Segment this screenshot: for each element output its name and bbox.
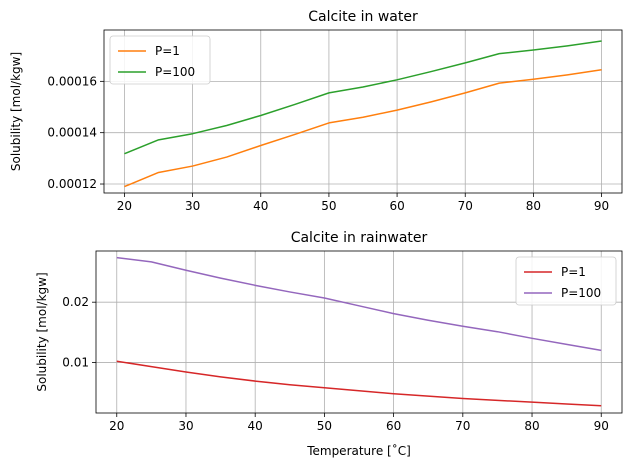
x-tick-label: 20 <box>117 199 132 213</box>
legend: P=1 P=100 <box>109 35 211 85</box>
x-tick-label: 60 <box>386 419 401 433</box>
x-tick-label: 80 <box>524 419 539 433</box>
chart-calcite-in-rainwater: 20 30 40 50 60 70 80 90 0.01 0.02 Calcite in rainw… <box>35 230 623 458</box>
plot-frame <box>103 29 623 194</box>
x-tick-label: 90 <box>594 199 609 213</box>
legend-label: P=1 <box>155 44 180 58</box>
legend: P=1 P=100 <box>515 256 617 306</box>
x-tick-label: 40 <box>248 419 263 433</box>
legend-label: P=100 <box>561 286 601 300</box>
series-line-p100 <box>116 256 602 352</box>
legend-label: P=100 <box>155 65 195 79</box>
chart-title: Calcite in water <box>308 9 418 25</box>
x-tick-label: 80 <box>526 199 541 213</box>
x-tick-label: 60 <box>389 199 404 213</box>
x-tick-label: 70 <box>455 419 470 433</box>
y-tick-label: 0.00012 <box>47 177 97 191</box>
x-tick-label: 90 <box>594 419 609 433</box>
x-tick-label: 70 <box>458 199 473 213</box>
x-tick-label: 50 <box>317 419 332 433</box>
x-axis-label: Temperature [˚C] <box>306 443 411 458</box>
chart-calcite-in-water: 20 30 40 50 60 70 80 90 0.00012 0.00014 0.00016 Cal… <box>9 9 623 213</box>
x-tick-label: 20 <box>109 419 124 433</box>
y-tick-label: 0.00016 <box>47 74 97 88</box>
x-tick-label: 40 <box>253 199 268 213</box>
y-axis-label: Solubility [mol/kgw] <box>35 272 49 391</box>
y-tick-label: 0.00014 <box>47 126 97 140</box>
x-tick-label: 30 <box>185 199 200 213</box>
x-tick-label: 30 <box>178 419 193 433</box>
series-line-p1 <box>124 69 602 188</box>
y-axis-label: Solubility [mol/kgw] <box>9 52 23 171</box>
y-tick-label: 0.01 <box>62 355 89 369</box>
series-line-p100 <box>124 40 602 155</box>
chart-title: Calcite in rainwater <box>291 230 428 246</box>
x-tick-label: 50 <box>321 199 336 213</box>
y-tick-label: 0.02 <box>62 295 89 309</box>
plot-frame <box>95 250 623 414</box>
series-line-p1 <box>116 360 602 407</box>
legend-label: P=1 <box>561 265 586 279</box>
